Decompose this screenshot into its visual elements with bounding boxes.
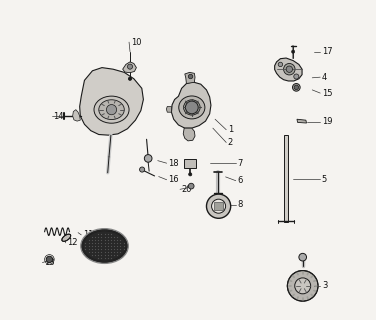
Text: 1: 1 <box>228 125 233 134</box>
Text: 10: 10 <box>130 38 141 47</box>
Circle shape <box>295 278 311 294</box>
Text: 6: 6 <box>237 176 243 185</box>
Polygon shape <box>123 62 136 73</box>
Circle shape <box>185 101 198 114</box>
Text: 7: 7 <box>237 159 243 168</box>
Circle shape <box>278 62 283 67</box>
Polygon shape <box>166 107 171 112</box>
Circle shape <box>284 63 295 75</box>
Ellipse shape <box>62 234 71 241</box>
FancyBboxPatch shape <box>284 134 288 222</box>
FancyBboxPatch shape <box>184 159 196 168</box>
Circle shape <box>106 105 117 115</box>
Polygon shape <box>297 119 306 123</box>
Circle shape <box>188 74 193 79</box>
Circle shape <box>188 183 194 189</box>
Ellipse shape <box>82 229 127 263</box>
Polygon shape <box>183 128 195 141</box>
Text: 14: 14 <box>53 112 64 121</box>
Ellipse shape <box>83 231 126 261</box>
Circle shape <box>294 85 299 90</box>
Circle shape <box>294 74 299 79</box>
Circle shape <box>144 155 152 162</box>
Text: 13: 13 <box>44 258 55 267</box>
Circle shape <box>286 66 293 72</box>
Circle shape <box>293 84 300 91</box>
Circle shape <box>189 173 192 176</box>
Ellipse shape <box>183 100 200 115</box>
Text: 5: 5 <box>322 175 327 184</box>
Polygon shape <box>80 68 143 135</box>
Circle shape <box>129 77 132 80</box>
Circle shape <box>46 256 53 263</box>
Ellipse shape <box>94 96 129 123</box>
Circle shape <box>206 194 231 218</box>
Text: 3: 3 <box>322 281 327 290</box>
Text: 15: 15 <box>322 89 332 98</box>
FancyBboxPatch shape <box>214 202 223 210</box>
Circle shape <box>291 50 295 53</box>
Text: 4: 4 <box>322 73 327 82</box>
Text: 2: 2 <box>228 138 233 147</box>
Ellipse shape <box>99 100 124 120</box>
Polygon shape <box>274 58 302 81</box>
Text: 11: 11 <box>83 230 93 239</box>
Circle shape <box>287 270 318 301</box>
Text: 9: 9 <box>120 245 125 254</box>
Text: 8: 8 <box>237 200 243 209</box>
Polygon shape <box>73 110 80 121</box>
Text: 18: 18 <box>168 159 179 168</box>
Circle shape <box>299 253 306 261</box>
Polygon shape <box>185 72 195 84</box>
Circle shape <box>127 64 133 69</box>
Text: 12: 12 <box>67 238 77 247</box>
Text: 19: 19 <box>322 117 332 126</box>
Text: 17: 17 <box>322 47 332 56</box>
Polygon shape <box>171 82 211 128</box>
Circle shape <box>212 199 226 213</box>
Ellipse shape <box>179 96 205 119</box>
Text: 16: 16 <box>168 175 179 184</box>
Text: 20: 20 <box>182 185 192 194</box>
Circle shape <box>139 167 145 172</box>
